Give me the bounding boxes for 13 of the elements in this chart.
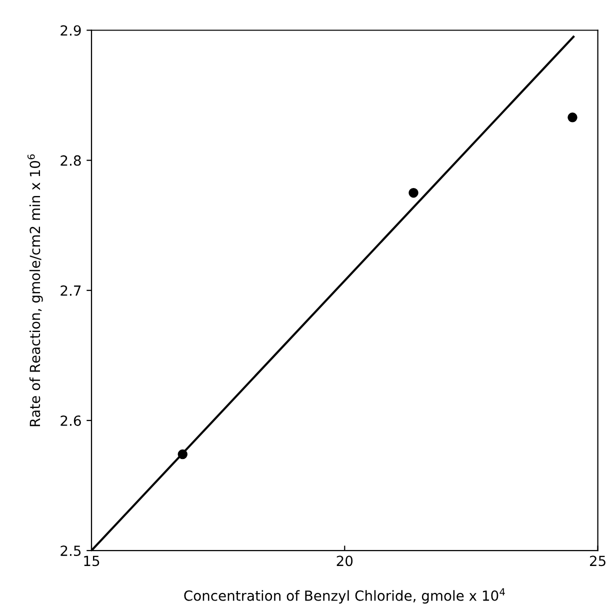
point [568,112,578,122]
y-tick-label: 2.8 [60,155,81,166]
y-tick-label: 2.7 [60,285,81,296]
x-tick-label: 20 [336,556,353,566]
y-tick-label: 2.5 [60,546,81,556]
x-tick-label: 25 [590,556,606,566]
y-axis-title: Rate of Reaction, gmole/cm2 min x 10$^{6}$ [27,154,43,426]
y-tick-label: 2.6 [60,415,81,426]
point [408,188,418,198]
x-axis-title: Concentration of Benzyl Chloride, gmole x 10$^{4}$ [184,588,505,604]
y-tick-label: 2.9 [60,25,81,36]
x-tick-label: 15 [84,556,100,566]
point [178,449,188,460]
